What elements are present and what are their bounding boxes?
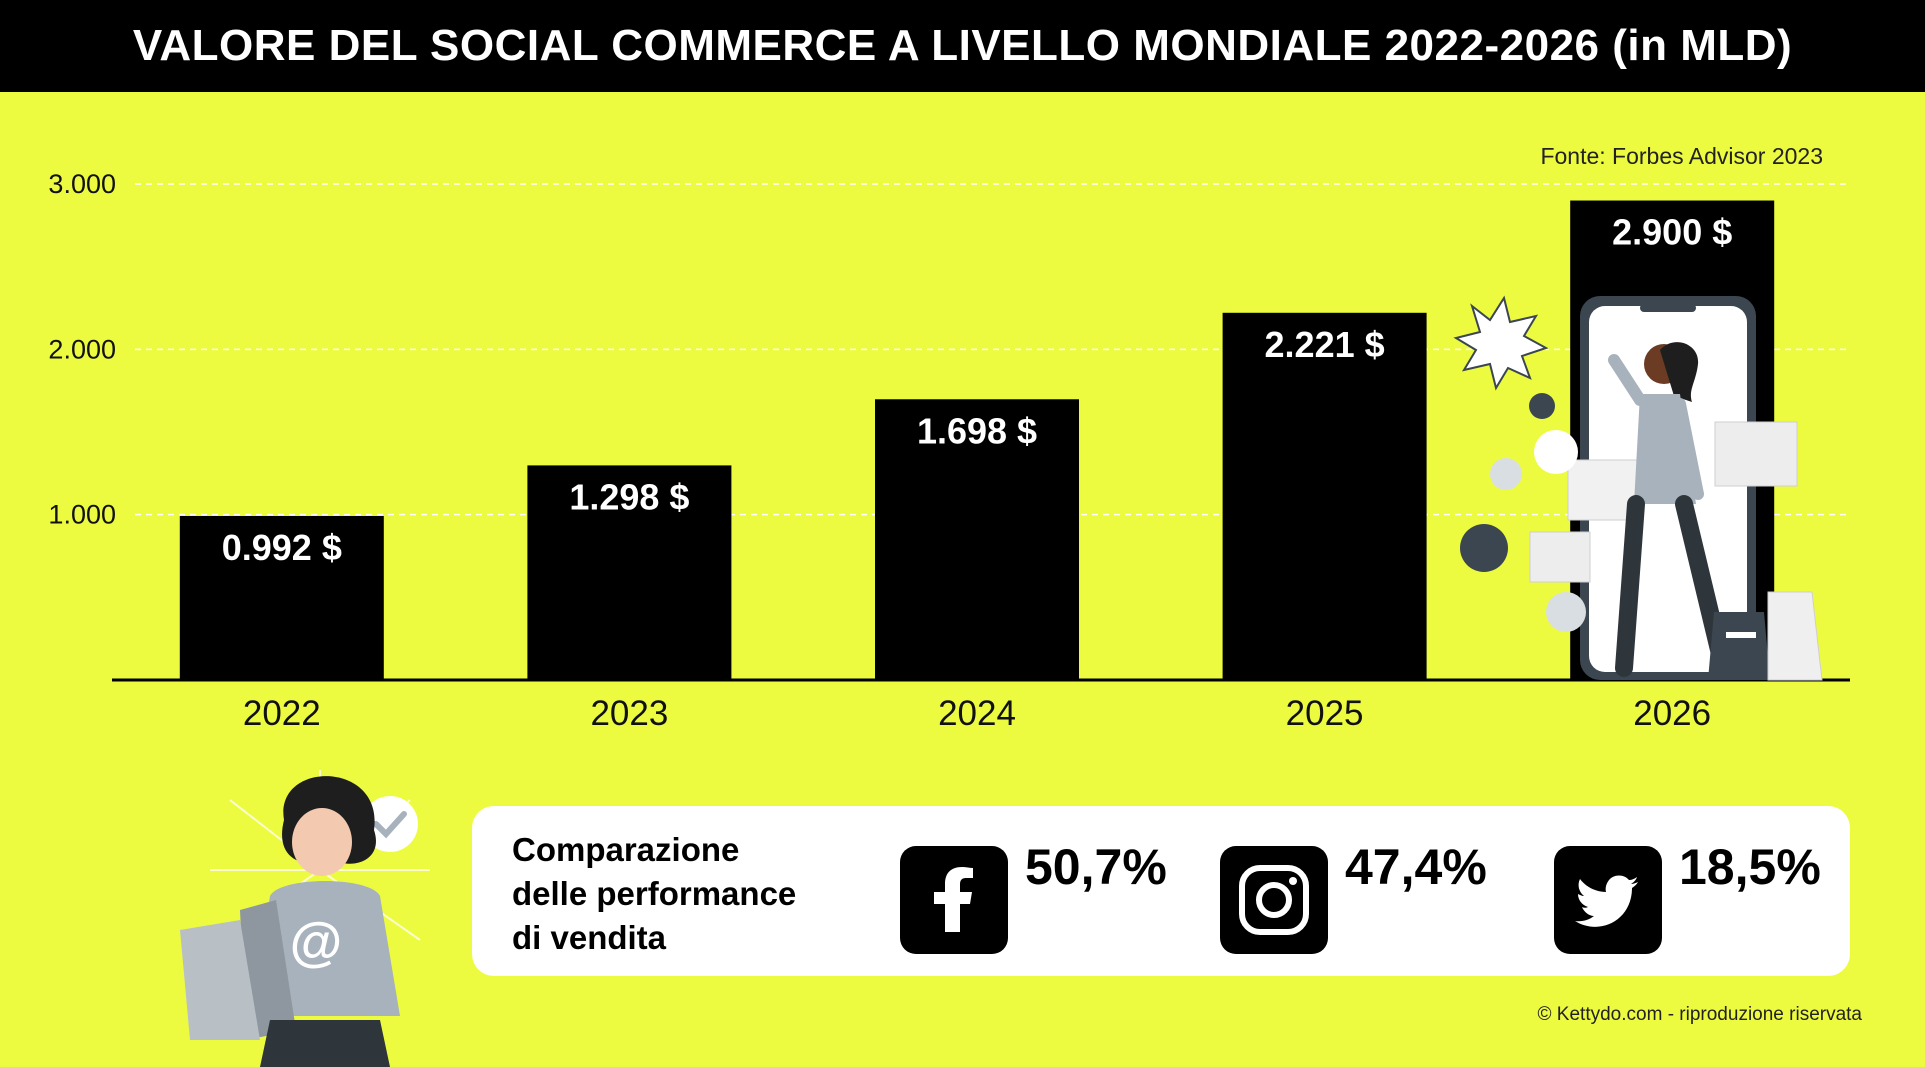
performance-value-facebook: 50,7% — [1025, 839, 1167, 895]
bar-chart: Fonte: Forbes Advisor 2023 1.000 2.000 3.0… — [48, 143, 1850, 733]
y-tick-label: 2.000 — [48, 334, 116, 364]
x-tick-label-2023: 2023 — [590, 694, 668, 733]
x-tick-label-2025: 2025 — [1286, 694, 1364, 733]
performance-title: Comparazione delle performance di vendit… — [512, 828, 852, 960]
phone-shopping-illustration — [1453, 295, 1823, 681]
performance-value-instagram: 47,4% — [1345, 839, 1487, 895]
x-tick-label-2024: 2024 — [938, 694, 1016, 733]
facebook-icon — [900, 846, 1008, 954]
x-tick-label-2026: 2026 — [1633, 694, 1711, 733]
chart-source: Fonte: Forbes Advisor 2023 — [1540, 143, 1823, 169]
bar-2023 — [527, 465, 732, 680]
y-tick-label: 3.000 — [48, 169, 116, 199]
woman-shopping-illustration: @ — [180, 770, 430, 1067]
y-tick-label: 1.000 — [48, 500, 116, 530]
performance-value-twitter: 18,5% — [1679, 839, 1821, 895]
instagram-icon — [1220, 846, 1328, 954]
bar-value-label-2025: 2.221 $ — [1265, 324, 1385, 365]
bar-value-label-2023: 1.298 $ — [569, 476, 689, 517]
performance-comparison-card: Comparazione delle performance di vendit… — [472, 806, 1850, 976]
bar-2025 — [1222, 312, 1427, 680]
performance-title-line-1: Comparazione — [512, 831, 740, 868]
page-title: VALORE DEL SOCIAL COMMERCE A LIVELLO MON… — [0, 0, 1925, 92]
bar-2024 — [875, 399, 1079, 680]
bar-value-label-2024: 1.698 $ — [917, 410, 1037, 451]
performance-title-line-2: delle performance — [512, 875, 797, 912]
bar-value-label-2026: 2.900 $ — [1612, 212, 1732, 253]
x-tick-label-2022: 2022 — [243, 694, 321, 733]
page-title-text: VALORE DEL SOCIAL COMMERCE A LIVELLO MON… — [132, 21, 1793, 70]
performance-title-line-3: di vendita — [512, 919, 667, 956]
svg-text:@: @ — [290, 912, 343, 972]
twitter-icon — [1554, 846, 1662, 954]
bar-value-label-2022: 0.992 $ — [222, 527, 342, 568]
copyright-credit: © Kettydo.com - riproduzione riservata — [1537, 1004, 1862, 1025]
bar-2022 — [179, 515, 384, 680]
